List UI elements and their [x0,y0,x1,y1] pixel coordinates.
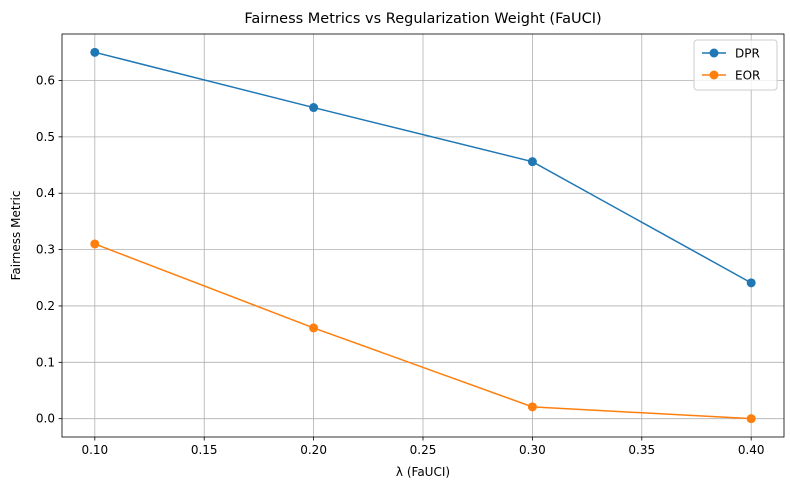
series-line [94,243,752,420]
legend-item-dpr: DPR [702,47,760,61]
legend-label: DPR [735,47,760,61]
legend-item-eor: EOR [702,69,760,83]
legend: DPR EOR [693,39,778,91]
series-eor [90,239,756,424]
data-point [527,402,537,412]
data-point [309,323,319,333]
data-series [90,47,756,424]
x-tick-label: 0.10 [81,443,108,457]
y-tick-label: 0.3 [36,243,55,257]
series-line [94,51,752,284]
x-tick-label: 0.35 [628,443,655,457]
y-tick-label: 0.4 [36,186,55,200]
chart-title: Fairness Metrics vs Regularization Weigh… [244,11,601,27]
legend-marker [709,70,719,80]
data-point [746,414,756,424]
y-tick-label: 0.6 [36,74,55,88]
data-point [90,47,100,57]
x-tick-label: 0.30 [519,443,546,457]
x-tick-label: 0.15 [191,443,218,457]
data-point [90,239,100,249]
data-point [309,103,319,113]
y-tick-label: 0.1 [36,355,55,369]
x-tick-label: 0.20 [300,443,327,457]
x-tick-label: 0.25 [410,443,437,457]
data-point [527,157,537,167]
grid-lines [62,34,784,437]
legend-marker [709,48,719,58]
series-dpr [90,47,756,288]
legend-label: EOR [735,69,760,83]
y-tick-label: 0.0 [36,412,55,426]
y-tick-label: 0.2 [36,299,55,313]
y-axis-title: Fairness Metric [9,191,23,281]
axis-ticks: 0.10 0.15 0.20 0.25 0.30 0.35 0.40 0.0 0.1 0.2 0.3… [36,74,765,458]
x-tick-label: 0.40 [738,443,765,457]
x-axis-title: λ (FaUCI) [396,465,450,479]
y-tick-label: 0.5 [36,130,55,144]
data-point [746,278,756,288]
